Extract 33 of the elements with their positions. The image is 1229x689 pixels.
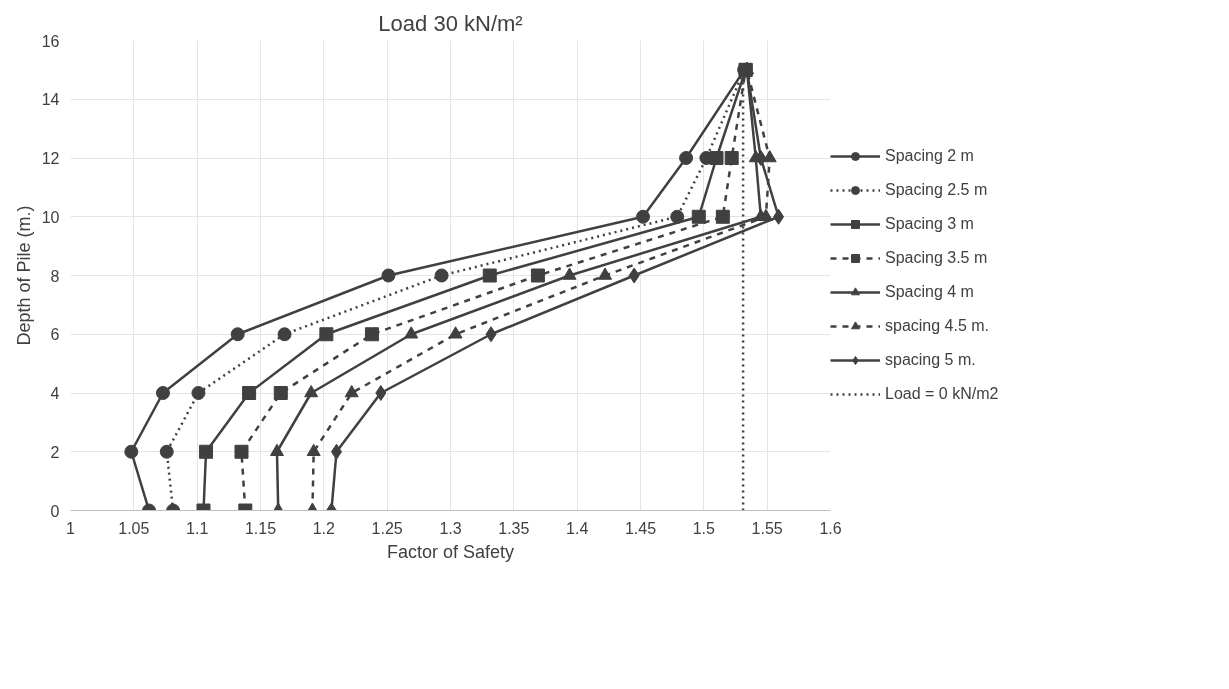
- x-tick-label: 1.35: [498, 519, 530, 537]
- y-tick-label: 2: [50, 443, 60, 461]
- legend-label: spacing 5 m.: [885, 351, 976, 369]
- x-axis-title: Factor of Safety: [386, 541, 515, 562]
- x-tick-label: 1.25: [371, 519, 403, 537]
- legend-label: Spacing 3 m: [885, 215, 974, 233]
- y-tick-label: 10: [41, 208, 60, 226]
- y-tick-label: 4: [50, 385, 60, 402]
- y-tick-label: 12: [41, 150, 60, 167]
- x-tick-label: 1.5: [692, 519, 716, 537]
- legend-label: Spacing 2.5 m: [885, 181, 988, 199]
- x-tick-label: 1.15: [244, 519, 277, 537]
- chart-title: Load 30 kN/m²: [378, 10, 523, 36]
- x-tick-label: 1.05: [118, 519, 150, 537]
- y-tick-label: 6: [50, 326, 60, 344]
- y-tick-label: 8: [50, 267, 60, 285]
- x-tick-label: 1.4: [566, 519, 589, 537]
- x-tick-label: 1.1: [186, 519, 209, 537]
- legend-label: Spacing 4 m: [885, 283, 974, 301]
- x-tick-label: 1.6: [819, 519, 842, 537]
- x-tick-label: 1.45: [624, 519, 657, 537]
- legend-label: Spacing 2 m: [885, 147, 974, 165]
- x-tick-label: 1.3: [439, 519, 462, 537]
- y-tick-label: 0: [50, 502, 60, 520]
- y-tick-label: 14: [41, 91, 60, 109]
- x-tick-label: 1.55: [751, 519, 783, 537]
- legend-label: Load = 0 kN/m2: [885, 385, 999, 403]
- legend-label: Spacing 3.5 m: [885, 249, 988, 267]
- legend-label: spacing 4.5 m.: [885, 317, 990, 335]
- x-tick-label: 1: [66, 519, 76, 537]
- y-axis-title: Depth of Pile (m.): [13, 205, 34, 346]
- y-tick-label: 16: [41, 32, 60, 50]
- x-tick-label: 1.2: [312, 519, 336, 537]
